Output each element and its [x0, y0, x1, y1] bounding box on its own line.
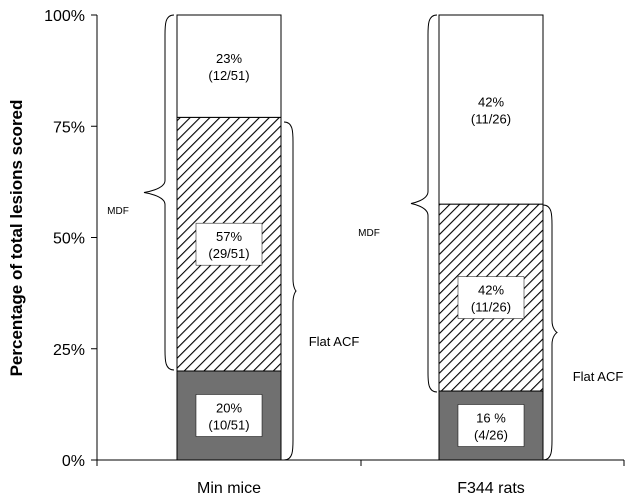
- data-label: (10/51): [208, 418, 249, 433]
- bar-segment: [176, 14, 282, 118]
- data-label-box: [457, 404, 525, 447]
- data-label: 23%: [216, 51, 242, 66]
- flat-acf-label: Flat ACF: [573, 369, 624, 384]
- data-label: (4/26): [474, 428, 508, 443]
- data-label: 20%: [216, 401, 242, 416]
- brace-annotations: MDF MDF Flat ACF Flat ACF: [107, 14, 624, 461]
- data-label-box: [195, 222, 263, 266]
- x-axis: Min mice F344 rats: [197, 480, 525, 497]
- x-tick-label: Min mice: [197, 480, 261, 497]
- y-tick-label: 75%: [53, 119, 85, 136]
- data-label: (29/51): [208, 246, 249, 261]
- y-axis-label: Percentage of total lesions scored: [7, 100, 26, 377]
- brace: [410, 14, 438, 393]
- x-tick-label: F344 rats: [457, 480, 525, 497]
- data-label: (11/26): [471, 112, 511, 127]
- bar-segment: [438, 14, 544, 205]
- data-label-box: [457, 276, 525, 319]
- data-label: 42%: [478, 95, 504, 110]
- data-label-box: [195, 394, 263, 437]
- mdf-label: MDF: [107, 206, 129, 217]
- y-tick-label: 50%: [53, 231, 85, 248]
- brace: [283, 121, 297, 461]
- bars: 20% (10/51) 57% (29/51) 23% (12/51) 16 % (4/26)…: [176, 14, 544, 461]
- data-label: (11/26): [471, 300, 511, 315]
- y-tick-label: 25%: [53, 342, 85, 359]
- brace: [542, 204, 558, 461]
- y-tick-label: 100%: [44, 8, 85, 25]
- y-tick-label: 0%: [62, 453, 85, 470]
- data-label: 57%: [216, 229, 242, 244]
- data-label: 42%: [478, 283, 504, 298]
- brace: [143, 14, 175, 371]
- data-label: 16 %: [476, 411, 506, 426]
- flat-acf-label: Flat ACF: [309, 334, 360, 349]
- data-label: (12/51): [208, 68, 249, 83]
- mdf-label: MDF: [358, 228, 380, 239]
